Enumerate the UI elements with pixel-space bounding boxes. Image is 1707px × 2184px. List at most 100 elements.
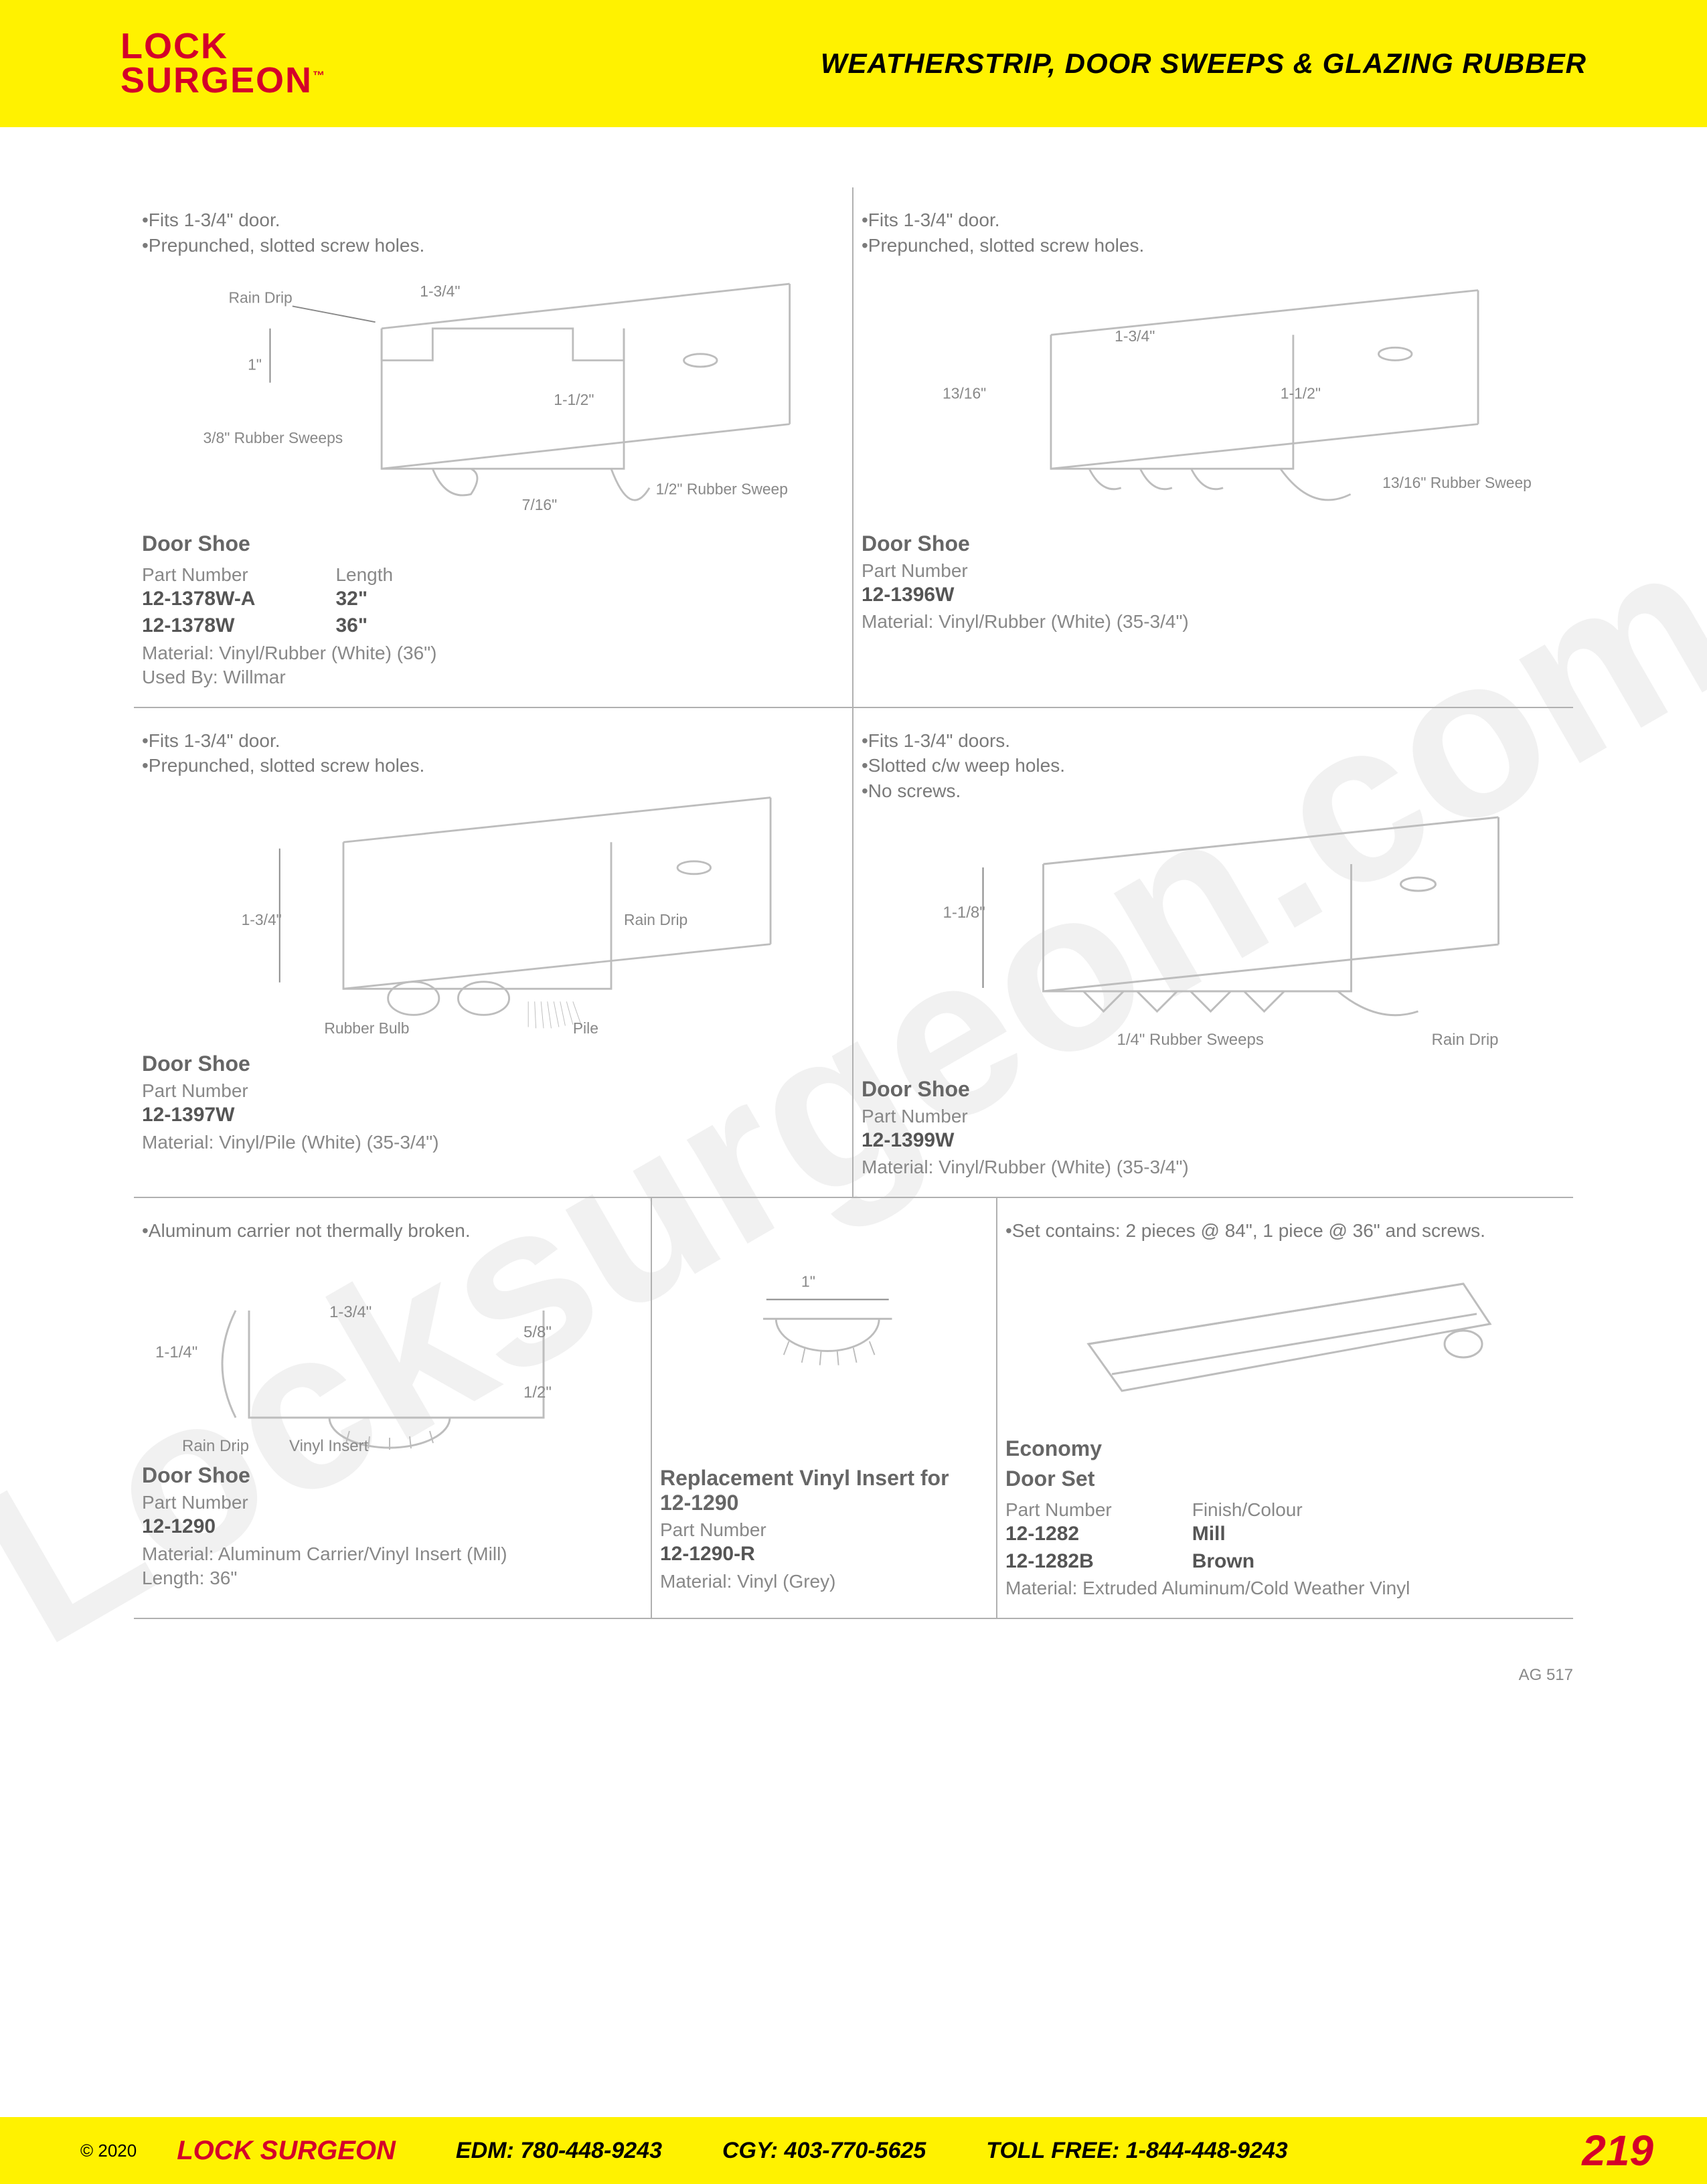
catalog-content: •Fits 1-3/4" door. •Prepunched, slotted … — [0, 127, 1707, 1646]
material-line: Material: Vinyl/Rubber (White) (35-3/4") — [862, 611, 1546, 633]
product-note: •Prepunched, slotted screw holes. — [142, 753, 825, 778]
dim-label: 1-1/2" — [1281, 384, 1321, 402]
part-number: 12-1396W — [862, 582, 1546, 609]
material-label: Material: — [862, 1157, 933, 1177]
product-title: Door Shoe — [862, 1077, 1546, 1102]
dim-label: Rain Drip — [624, 911, 687, 928]
dim-label: 3/8" Rubber Sweeps — [203, 429, 343, 446]
phone-cgy: CGY: 403-770-5625 — [722, 2138, 926, 2164]
column-label: Part Number — [660, 1519, 969, 1541]
material-value: Vinyl (Grey) — [737, 1571, 835, 1592]
part-number: 12-1378W-A — [142, 586, 255, 613]
material-value: Vinyl/Rubber (White) (35-3/4") — [939, 1157, 1189, 1177]
product-note: •Fits 1-3/4" door. — [142, 728, 825, 754]
dim-label: 7/16" — [522, 496, 558, 513]
finish-value: Brown — [1192, 1548, 1303, 1576]
logo-surgeon-text: SURGEON — [120, 60, 313, 100]
product-diagram — [1005, 1244, 1546, 1431]
column-label: Part Number — [142, 1492, 624, 1513]
product-diagram: 1-1/8" 1/4" Rubber Sweeps Rain Drip — [862, 804, 1546, 1072]
usedby-line: Used By: Willmar — [142, 667, 825, 688]
dim-label: 1" — [248, 355, 262, 373]
logo: LOCK SURGEON™ — [120, 29, 326, 98]
material-label: Material: — [1005, 1578, 1077, 1598]
column-label: Part Number — [142, 564, 255, 586]
phone-edm: EDM: 780-448-9243 — [456, 2138, 662, 2164]
part-number: 12-1399W — [862, 1127, 1546, 1155]
part-number: 12-1282 — [1005, 1521, 1112, 1548]
dim-label: 1-3/4" — [329, 1303, 372, 1321]
length-line: Length: 36" — [142, 1568, 624, 1589]
product-cell-7: •Set contains: 2 pieces @ 84", 1 piece @… — [997, 1198, 1573, 1618]
material-value: Vinyl/Rubber (White) (36") — [219, 643, 436, 663]
material-line: Material: Aluminum Carrier/Vinyl Insert … — [142, 1543, 624, 1565]
logo-lock: LOCK — [120, 29, 326, 64]
dim-label: 13/16" — [943, 384, 986, 402]
column-label: Part Number — [862, 1106, 1546, 1127]
material-label: Material: — [660, 1571, 732, 1592]
part-number: 12-1282B — [1005, 1548, 1112, 1576]
material-line: Material: Extruded Aluminum/Cold Weather… — [1005, 1578, 1546, 1599]
product-title: Economy — [1005, 1436, 1546, 1461]
product-note: •No screws. — [862, 778, 1546, 804]
dim-label: Rain Drip — [1432, 1031, 1499, 1049]
product-cell-3: •Fits 1-3/4" door. •Prepunched, slotted … — [134, 708, 854, 1199]
product-diagram: 1-1/4" 1-3/4" 5/8" 1/2" Rain Drip Vinyl … — [142, 1244, 624, 1458]
material-line: Material: Vinyl/Pile (White) (35-3/4") — [142, 1132, 825, 1153]
ag-code: AG 517 — [0, 1646, 1707, 1691]
product-grid: •Fits 1-3/4" door. •Prepunched, slotted … — [134, 187, 1573, 1198]
logo-surgeon: SURGEON™ — [120, 64, 326, 98]
length-label: Length: — [142, 1568, 204, 1588]
product-title: Door Set — [1005, 1466, 1546, 1491]
dim-label: Rain Drip — [182, 1437, 249, 1455]
product-note: •Aluminum carrier not thermally broken. — [142, 1218, 624, 1244]
dim-label: 13/16" Rubber Sweep — [1382, 473, 1532, 491]
logo-tm: ™ — [313, 69, 326, 82]
dim-label: 1-1/2" — [554, 391, 594, 408]
product-row-3: •Aluminum carrier not thermally broken. … — [134, 1198, 1573, 1619]
product-cell-2: •Fits 1-3/4" door. •Prepunched, slotted … — [854, 187, 1573, 708]
product-note: •Fits 1-3/4" door. — [142, 207, 825, 233]
product-note: •Set contains: 2 pieces @ 84", 1 piece @… — [1005, 1218, 1546, 1244]
column-label: Part Number — [862, 560, 1546, 582]
material-value: Vinyl/Rubber (White) (35-3/4") — [939, 611, 1189, 632]
page-number: 219 — [1582, 2126, 1653, 2175]
product-cell-6: 1" Replacement Vinyl Insert for 12-1290 … — [652, 1198, 997, 1618]
dim-label: 1-1/8" — [943, 904, 985, 922]
product-title: Door Shoe — [862, 531, 1546, 556]
material-value: Vinyl/Pile (White) (35-3/4") — [219, 1132, 438, 1153]
material-label: Material: — [862, 611, 933, 632]
dim-label: 1-3/4" — [242, 911, 282, 928]
part-number: 12-1397W — [142, 1102, 825, 1129]
dim-label: 1/2" — [523, 1383, 552, 1402]
column-label: Finish/Colour — [1192, 1499, 1303, 1521]
usedby-value: Willmar — [223, 667, 285, 687]
product-title: Replacement Vinyl Insert for 12-1290 — [660, 1466, 969, 1515]
page-title: WEATHERSTRIP, DOOR SWEEPS & GLAZING RUBB… — [821, 48, 1587, 80]
finish-value: Mill — [1192, 1521, 1303, 1548]
material-label: Material: — [142, 643, 214, 663]
dim-label: 1" — [801, 1273, 815, 1290]
dim-label: Pile — [573, 1019, 598, 1037]
dim-label: 1/2" Rubber Sweep — [656, 480, 788, 497]
material-value: Aluminum Carrier/Vinyl Insert (Mill) — [218, 1543, 507, 1564]
product-cell-4: •Fits 1-3/4" doors. •Slotted c/w weep ho… — [854, 708, 1573, 1199]
length-value: 36" — [210, 1568, 237, 1588]
dim-label: 5/8" — [523, 1323, 552, 1341]
dim-label: 1/4" Rubber Sweeps — [1117, 1031, 1264, 1049]
length-value: 32" — [335, 586, 393, 613]
column-label: Length — [335, 564, 393, 586]
product-note: •Fits 1-3/4" doors. — [862, 728, 1546, 754]
product-note: •Fits 1-3/4" door. — [862, 207, 1546, 233]
product-title: Door Shoe — [142, 531, 825, 556]
phone-tollfree: TOLL FREE: 1-844-448-9243 — [986, 2138, 1287, 2164]
copyright: © 2020 — [80, 2140, 137, 2161]
dim-label: Vinyl Insert — [289, 1437, 369, 1455]
product-title: Door Shoe — [142, 1052, 825, 1076]
page-header: LOCK SURGEON™ WEATHERSTRIP, DOOR SWEEPS … — [0, 0, 1707, 127]
dim-label: 1-3/4" — [420, 282, 460, 300]
product-diagram: 1-3/4" Rain Drip Rubber Bulb Pile — [142, 778, 825, 1046]
product-cell-1: •Fits 1-3/4" door. •Prepunched, slotted … — [134, 187, 854, 708]
product-note: •Slotted c/w weep holes. — [862, 753, 1546, 778]
product-cell-5: •Aluminum carrier not thermally broken. … — [134, 1198, 652, 1618]
